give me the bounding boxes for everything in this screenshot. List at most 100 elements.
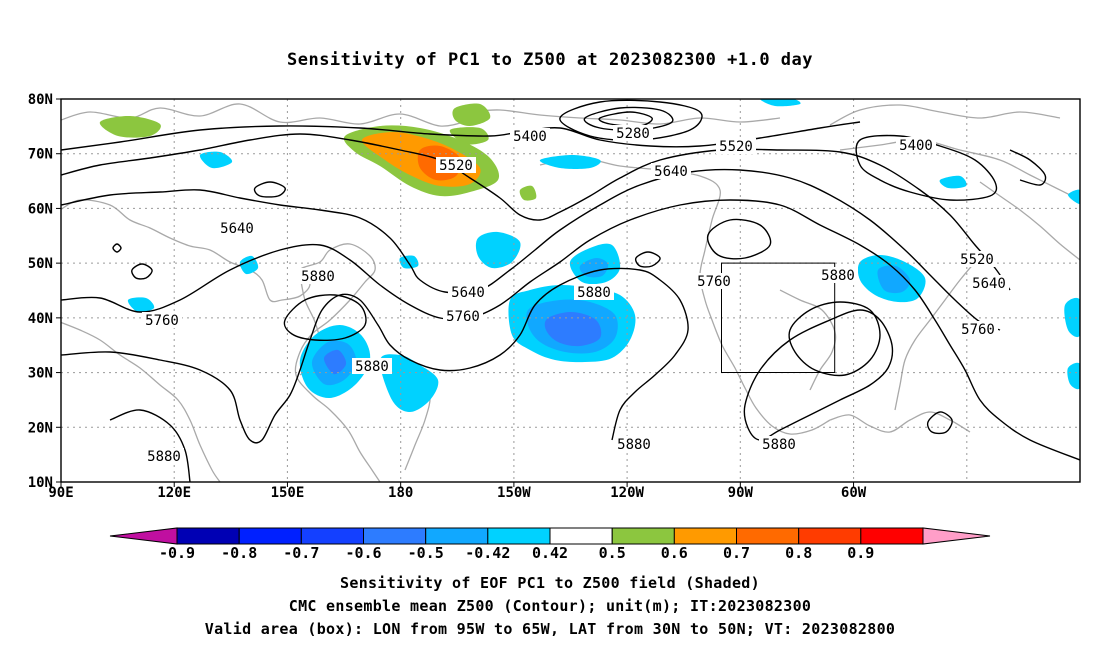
contour-label: 5880 (821, 268, 855, 284)
contour-label: 5640 (972, 276, 1006, 292)
contour-label-bg (298, 268, 338, 284)
contour-label-bg (448, 284, 488, 300)
coastline (894, 261, 976, 411)
z500-contour (61, 133, 1011, 291)
z500-contour (559, 99, 703, 142)
sensitivity-shading (475, 231, 521, 269)
contour-label: 5520 (719, 139, 753, 155)
contour-label: 5640 (220, 221, 254, 237)
sensitivity-shading (379, 354, 439, 412)
sensitivity-shading (399, 255, 419, 269)
contour-label-bg (651, 163, 691, 179)
z500-contour (61, 199, 1080, 461)
sensitivity-shading (519, 185, 537, 201)
z500-contour (61, 168, 1001, 331)
contour-label: 5880 (147, 449, 181, 465)
contour-label-bg (716, 138, 756, 154)
z500-contour (634, 251, 661, 268)
lat-label: 80N (28, 92, 53, 108)
sensitivity-shading (199, 151, 233, 169)
coastline (469, 109, 781, 125)
z500-contour (926, 411, 953, 435)
sensitivity-shading (539, 155, 601, 169)
lat-label: 20N (28, 420, 53, 436)
z500-contour (583, 106, 674, 132)
lon-label: 90W (728, 485, 754, 501)
contour-label: 5640 (654, 164, 688, 180)
sensitivity-shading (127, 297, 155, 313)
sensitivity-shading (239, 255, 259, 275)
caption-contour: CMC ensemble mean Z500 (Contour); unit(m… (288, 597, 812, 615)
z500-contour (1009, 149, 1047, 186)
sensitivity-shading (99, 115, 161, 138)
z500-contour (253, 181, 286, 198)
sensitivity-shading (544, 311, 602, 347)
map-title: Sensitivity of PC1 to Z500 at 2023082300… (286, 50, 813, 70)
lat-label: 70N (28, 147, 53, 163)
sensitivity-shading (1068, 189, 1080, 205)
contour-label-bg (352, 358, 392, 374)
contour-label-bg (443, 308, 483, 324)
contour-label: 5640 (451, 285, 485, 301)
coastline (829, 104, 1061, 126)
lat-label: 60N (28, 201, 53, 217)
contour-label: 5400 (513, 129, 547, 145)
z500-contour (598, 111, 653, 127)
lon-label: 150W (497, 485, 531, 501)
contour-label-bg (574, 284, 614, 300)
lon-label: 150E (271, 485, 305, 501)
z500-contour (788, 301, 881, 377)
valid-area-box (721, 262, 836, 374)
lon-label: 180 (388, 485, 413, 501)
coastline (839, 139, 1080, 201)
caption-valid-area: Valid area (box): LON from 95W to 65W, L… (204, 620, 896, 638)
sensitivity-shading (323, 349, 347, 375)
z500-contour (61, 267, 689, 444)
lon-label: 120E (157, 485, 191, 501)
sensitivity-shading (1067, 362, 1080, 390)
lat-label: 40N (28, 311, 53, 327)
contour-label-bg (818, 267, 858, 283)
contour-label: 5400 (899, 138, 933, 154)
contour-label: 5520 (439, 158, 473, 174)
z500-contour (112, 243, 122, 253)
contour-label-bg (694, 273, 734, 289)
plot-frame (60, 98, 1081, 483)
sensitivity-shading (759, 99, 801, 107)
contour-label: 5280 (616, 126, 650, 142)
map-plot-area (61, 99, 1080, 482)
lon-label: 60W (841, 485, 867, 501)
contour-label: 5880 (355, 359, 389, 375)
sensitivity-shading (877, 265, 911, 294)
contour-label: 5760 (446, 309, 480, 325)
contour-label: 5880 (577, 285, 611, 301)
sensitivity-shading (452, 103, 491, 127)
contour-label-bg (969, 275, 1009, 291)
z500-contour (131, 263, 153, 280)
sensitivity-shading (939, 175, 967, 189)
lat-label: 10N (28, 475, 53, 491)
contour-label-bg (759, 436, 799, 452)
sensitivity-shading (536, 99, 604, 105)
contour-label: 5520 (960, 252, 994, 268)
contour-label-bg (436, 157, 476, 173)
contour-label-bg (613, 125, 653, 141)
contour-label-bg (142, 312, 182, 328)
contour-label: 5760 (961, 322, 995, 338)
coastline (829, 411, 971, 433)
contour-label: 5880 (301, 269, 335, 285)
lon-label: 120W (610, 485, 644, 501)
contour-label: 5880 (762, 437, 796, 453)
lon-label: 90E (48, 485, 73, 501)
coastline (61, 199, 381, 482)
coastline (61, 321, 221, 482)
caption-shading: Sensitivity of EOF PC1 to Z500 field (Sh… (340, 574, 760, 592)
contour-label-bg (144, 448, 184, 464)
contour-label-bg (896, 137, 936, 153)
contour-label-bg (957, 251, 997, 267)
lat-label: 30N (28, 366, 53, 382)
contour-label-bg (217, 220, 257, 236)
z500-contour (706, 218, 772, 260)
contour-label: 5760 (145, 313, 179, 329)
